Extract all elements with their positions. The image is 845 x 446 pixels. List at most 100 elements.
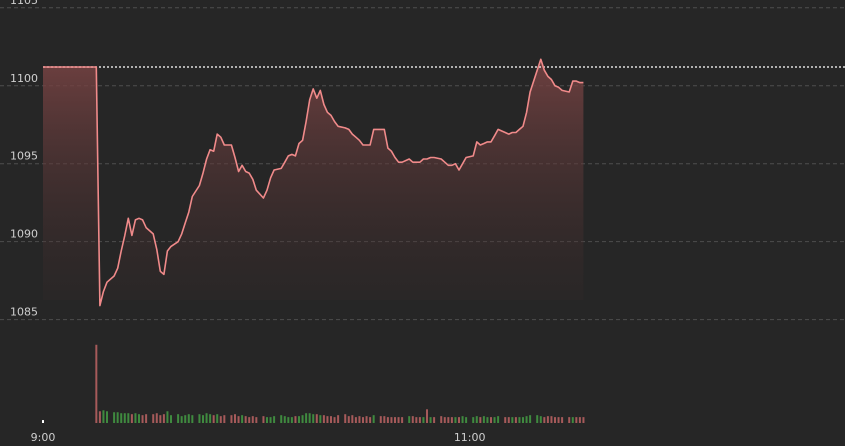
volume-bar	[397, 417, 400, 423]
volume-bar	[287, 417, 290, 423]
y-tick-label: 1100	[10, 72, 38, 85]
volume-bar	[472, 417, 475, 423]
volume-bar	[536, 415, 539, 423]
volume-bar	[465, 417, 468, 423]
volume-bar	[248, 417, 251, 423]
volume-bar	[344, 414, 347, 423]
volume-bar	[209, 414, 212, 423]
volume-bar	[255, 417, 258, 423]
volume-bar	[184, 415, 187, 423]
volume-bar	[123, 413, 126, 423]
volume-bar	[326, 416, 329, 423]
volume-bar	[539, 416, 542, 423]
volume-bar	[557, 417, 560, 423]
volume-bar	[497, 416, 500, 423]
volume-bar	[155, 413, 158, 423]
volume-bar	[507, 417, 510, 423]
volume-bar	[315, 414, 318, 423]
volume-bar	[230, 415, 233, 423]
volume-bar	[102, 410, 105, 423]
volume-bar	[319, 415, 322, 423]
volume-bar	[159, 415, 162, 423]
volume-bar	[493, 417, 496, 423]
volume-bar	[354, 417, 357, 423]
volume-bar	[337, 415, 340, 423]
volume-bar	[312, 414, 315, 423]
volume-bar	[461, 416, 464, 423]
volume-bar	[358, 416, 361, 423]
volume-bar	[411, 416, 414, 423]
volume-bar	[369, 417, 372, 423]
volume-bar	[305, 413, 308, 423]
volume-bar	[138, 414, 140, 423]
volume-bar	[422, 417, 425, 423]
volume-bar	[145, 414, 148, 423]
volume-bar	[479, 417, 482, 423]
x-tick-label: 11:00	[454, 431, 486, 444]
volume-bar	[42, 420, 44, 423]
volume-bar	[322, 415, 325, 423]
volume-bar	[426, 409, 428, 423]
volume-bar	[415, 417, 418, 423]
volume-bar	[269, 417, 272, 423]
y-tick-label: 1085	[10, 306, 38, 319]
volume-bar	[308, 413, 311, 423]
volume-bar	[418, 417, 421, 423]
volume-bar	[244, 416, 247, 423]
volume-bar	[383, 416, 386, 423]
volume-bar	[251, 416, 254, 423]
y-tick-label: 1090	[10, 228, 38, 241]
volume-bar	[401, 417, 404, 423]
volume-bar	[351, 415, 354, 423]
volume-bar	[490, 417, 492, 423]
volume-bar	[298, 416, 300, 423]
volume-bar	[113, 412, 116, 423]
volume-bar	[546, 416, 549, 423]
volume-bar	[116, 412, 119, 423]
volume-bar	[475, 416, 478, 423]
volume-bar	[120, 413, 123, 423]
volume-bar	[522, 417, 524, 423]
volume-bar	[212, 415, 215, 423]
volume-bar	[390, 417, 393, 423]
volume-bar	[571, 417, 574, 423]
volume-bar	[550, 416, 553, 423]
volume-bar	[394, 417, 396, 423]
volume-bar	[482, 416, 485, 423]
volume-bar	[191, 415, 194, 423]
area-fill	[43, 59, 584, 306]
volume-bar	[162, 414, 165, 423]
volume-bar	[205, 413, 208, 423]
volume-bar	[98, 411, 101, 423]
volume-bar	[365, 416, 368, 423]
volume-bar	[180, 416, 183, 423]
price-line	[43, 58, 584, 307]
volume-bar	[333, 417, 336, 423]
volume-bar	[450, 417, 453, 423]
volume-bar	[386, 417, 389, 423]
x-tick-label: 9:00	[31, 431, 56, 444]
y-tick-label: 1095	[10, 150, 38, 163]
volume-bar	[290, 417, 293, 423]
volume-bar	[266, 417, 268, 423]
volume-bar	[241, 415, 244, 423]
volume-bar	[294, 416, 297, 423]
volume-bar	[170, 415, 172, 423]
y-tick-label: 1105	[10, 0, 38, 7]
volume-bar	[262, 416, 265, 423]
volume-bar	[127, 413, 130, 423]
volume-bar	[408, 416, 411, 423]
volume-bar	[578, 417, 581, 423]
volume-bar	[379, 416, 382, 423]
volume-bar	[198, 414, 201, 423]
volume-bar	[283, 416, 286, 423]
volume-bar	[134, 413, 137, 423]
volume-bar	[234, 414, 236, 423]
volume-bar	[554, 417, 556, 423]
volume-bar	[518, 417, 521, 423]
volume-bar	[486, 417, 489, 423]
volume-bar	[362, 417, 364, 423]
volume-bar	[504, 417, 507, 423]
volume-bar	[166, 411, 169, 423]
